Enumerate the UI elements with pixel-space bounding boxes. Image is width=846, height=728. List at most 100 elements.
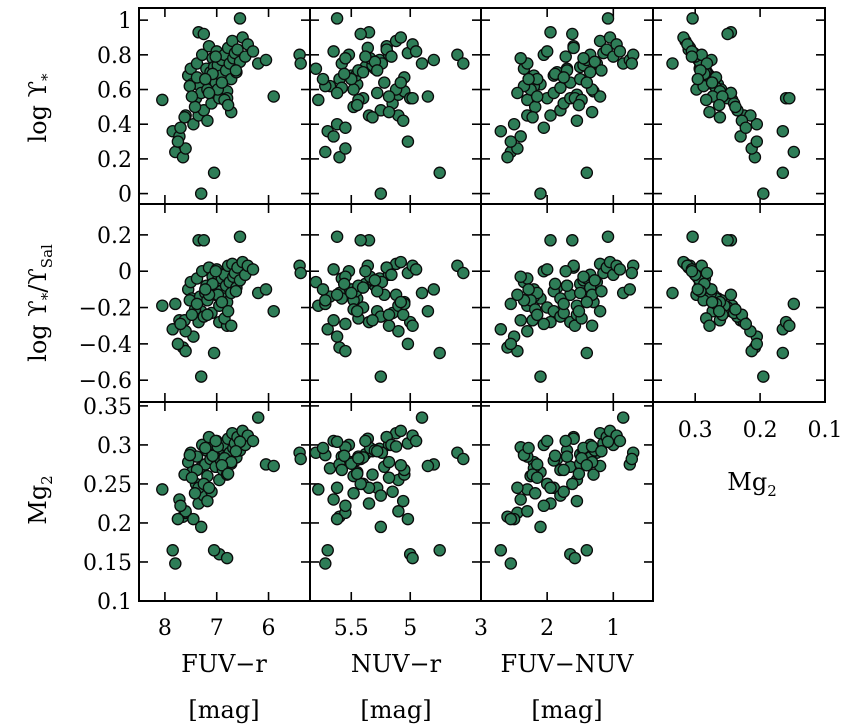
data-point — [625, 452, 639, 466]
data-point — [267, 459, 280, 473]
data-point — [560, 279, 574, 292]
data-point — [526, 111, 539, 124]
data-point — [174, 317, 187, 331]
data-point — [350, 304, 364, 318]
data-point — [350, 98, 364, 112]
data-point — [197, 27, 211, 41]
data-point — [174, 121, 187, 134]
data-point — [394, 295, 408, 309]
data-point — [171, 337, 185, 351]
data-point — [494, 124, 508, 138]
data-point — [267, 304, 280, 318]
data-point — [337, 67, 351, 81]
data-point — [224, 319, 238, 332]
data-point — [370, 284, 384, 298]
data-point — [580, 458, 594, 472]
panel-r1-c0 — [138, 203, 311, 403]
data-point — [421, 304, 435, 318]
data-point — [337, 277, 351, 291]
data-point — [514, 52, 527, 65]
panel-frame — [480, 401, 654, 602]
data-point — [595, 64, 608, 77]
data-point — [544, 234, 557, 247]
panel-r0-c3 — [652, 7, 826, 205]
data-point — [540, 263, 554, 276]
data-point — [557, 485, 570, 498]
data-point — [316, 441, 330, 455]
data-point — [613, 434, 627, 448]
data-point — [327, 493, 340, 506]
y-tick-label: 0.3 — [97, 434, 132, 459]
data-point — [593, 304, 607, 318]
data-point — [580, 544, 594, 557]
data-point — [433, 544, 446, 557]
data-point — [389, 440, 403, 453]
data-point — [330, 86, 344, 100]
y-title-row1-mid: /ϒ — [24, 268, 52, 293]
data-point — [356, 65, 370, 79]
data-point — [587, 468, 600, 481]
data-point — [514, 130, 527, 143]
data-point — [396, 114, 410, 127]
data-point — [327, 45, 340, 58]
data-point — [570, 114, 584, 127]
data-point — [691, 283, 705, 296]
data-point — [339, 121, 352, 134]
data-point — [206, 449, 219, 463]
data-point — [394, 424, 408, 438]
y-title-row2-base: Mg — [24, 485, 52, 525]
data-point — [623, 283, 637, 296]
data-point — [352, 451, 365, 465]
data-point — [194, 187, 208, 200]
x-title-col3-sub: 2 — [767, 482, 777, 500]
data-point — [185, 471, 199, 484]
data-point — [401, 135, 415, 148]
data-point — [392, 505, 405, 518]
y-title-row1-sub: * — [38, 292, 56, 300]
data-point — [427, 53, 441, 67]
data-point — [750, 337, 764, 351]
data-point — [190, 297, 204, 311]
data-point — [504, 297, 518, 311]
data-point — [415, 286, 429, 300]
data-point — [415, 57, 429, 70]
data-point — [522, 283, 535, 296]
data-point — [259, 283, 273, 296]
data-point — [197, 234, 211, 247]
x-title-col2: FUV−NUV — [501, 650, 635, 678]
data-point — [169, 557, 182, 570]
data-point — [409, 263, 423, 276]
data-point — [750, 117, 764, 131]
data-point — [187, 512, 200, 526]
data-point — [339, 142, 352, 155]
data-point — [457, 57, 470, 70]
data-point — [613, 263, 627, 276]
data-point — [557, 463, 570, 477]
data-point — [199, 72, 212, 86]
data-point — [347, 487, 360, 500]
data-point — [354, 234, 367, 247]
data-point — [319, 294, 332, 307]
data-point — [178, 111, 191, 124]
data-point — [548, 277, 562, 291]
data-point — [330, 330, 344, 343]
data-point — [666, 286, 679, 300]
data-point — [345, 286, 358, 300]
data-point — [246, 263, 260, 276]
data-point — [544, 26, 557, 39]
data-point — [246, 434, 260, 448]
data-point — [394, 255, 408, 269]
data-point — [382, 471, 396, 484]
data-point — [557, 297, 570, 311]
data-point — [202, 481, 216, 495]
data-point — [530, 471, 544, 484]
data-point — [457, 452, 470, 466]
data-point — [221, 304, 235, 318]
data-point — [560, 450, 574, 463]
data-point — [511, 288, 524, 302]
data-point — [209, 434, 222, 448]
data-point — [166, 544, 179, 557]
data-point — [544, 109, 557, 122]
data-point — [580, 76, 594, 89]
data-point — [327, 130, 340, 143]
